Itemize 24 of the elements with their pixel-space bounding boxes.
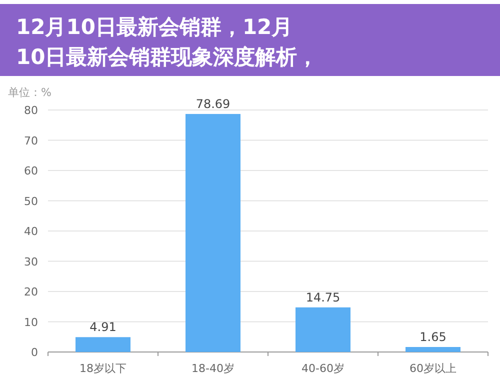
data-label: 14.75 [306,290,340,304]
y-tick-label: 20 [24,286,38,298]
y-tick-label: 80 [24,104,38,117]
title: 12月10日最新会销群，12月10日最新会销群现象深度解析， [0,4,500,76]
x-tick-label: 18-40岁 [192,362,234,375]
y-tick-label: 30 [24,255,38,268]
data-label: 1.65 [420,330,446,344]
bar [76,337,130,352]
y-tick-label: 40 [24,225,38,238]
data-label: 78.69 [196,96,230,111]
x-tick-label: 18岁以下 [80,362,126,375]
x-tick-label: 60岁以上 [410,362,456,375]
y-tick-label: 60 [24,164,38,178]
y-tick-label: 50 [24,194,38,208]
bar [186,114,240,352]
y-tick-label: 0 [31,346,38,359]
x-tick-label: 40-60岁 [302,362,344,375]
y-axis-title: 单位：% [8,86,52,99]
y-tick-label: 70 [24,134,38,148]
bar [406,347,460,352]
chart-title: 12月10日最新会销群，12月10日最新会销群现象深度解析， [16,15,318,69]
data-label: 4.91 [90,320,116,334]
y-tick-label: 10 [24,316,38,329]
bar [296,307,350,352]
